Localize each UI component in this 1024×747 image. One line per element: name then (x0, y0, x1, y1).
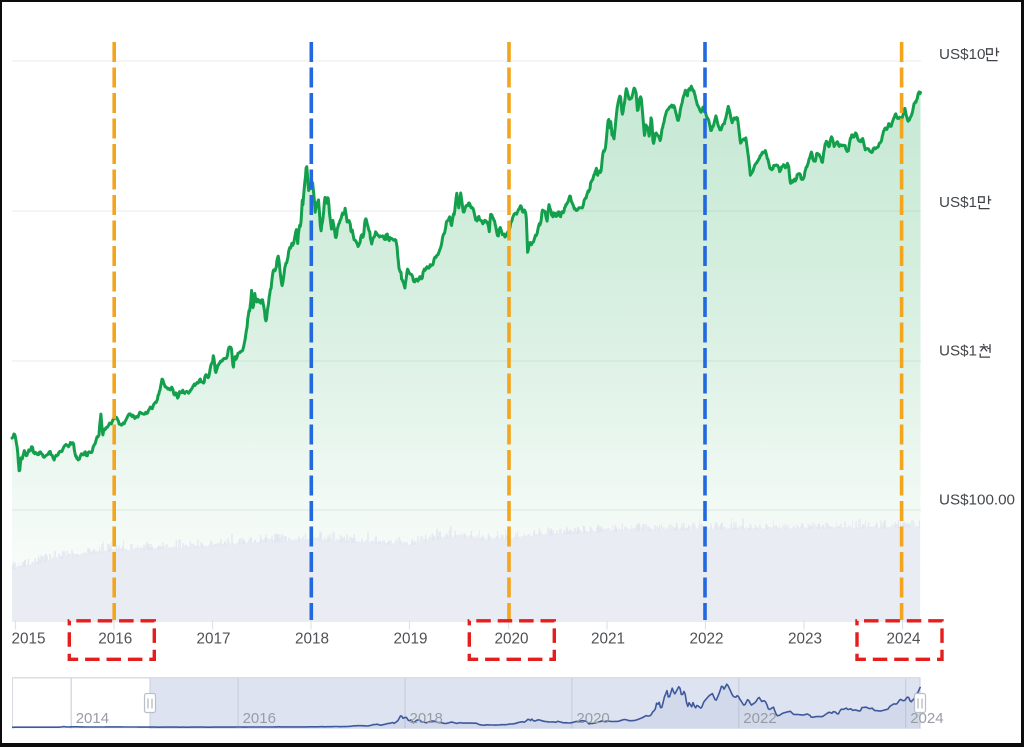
svg-text:2023: 2023 (788, 631, 822, 648)
svg-text:2024: 2024 (910, 710, 943, 727)
svg-text:2016: 2016 (98, 631, 132, 648)
svg-text:2017: 2017 (197, 631, 231, 648)
svg-text:2020: 2020 (495, 631, 529, 648)
svg-text:2022: 2022 (743, 710, 776, 727)
svg-text:2018: 2018 (410, 710, 443, 727)
svg-text:2018: 2018 (295, 631, 329, 648)
svg-text:2014: 2014 (76, 710, 109, 727)
svg-text:US$10: US$10 (939, 46, 985, 63)
svg-text:2016: 2016 (243, 710, 276, 727)
svg-text:2020: 2020 (576, 710, 609, 727)
svg-text:2021: 2021 (591, 631, 625, 648)
svg-text:2019: 2019 (394, 631, 428, 648)
svg-text:US$100.00: US$100.00 (939, 492, 1015, 509)
svg-text:US$1: US$1 (939, 194, 977, 211)
svg-text:2022: 2022 (690, 631, 724, 648)
svg-text:US$1: US$1 (939, 343, 977, 360)
svg-text:2015: 2015 (12, 631, 46, 648)
svg-text:2024: 2024 (887, 631, 921, 648)
